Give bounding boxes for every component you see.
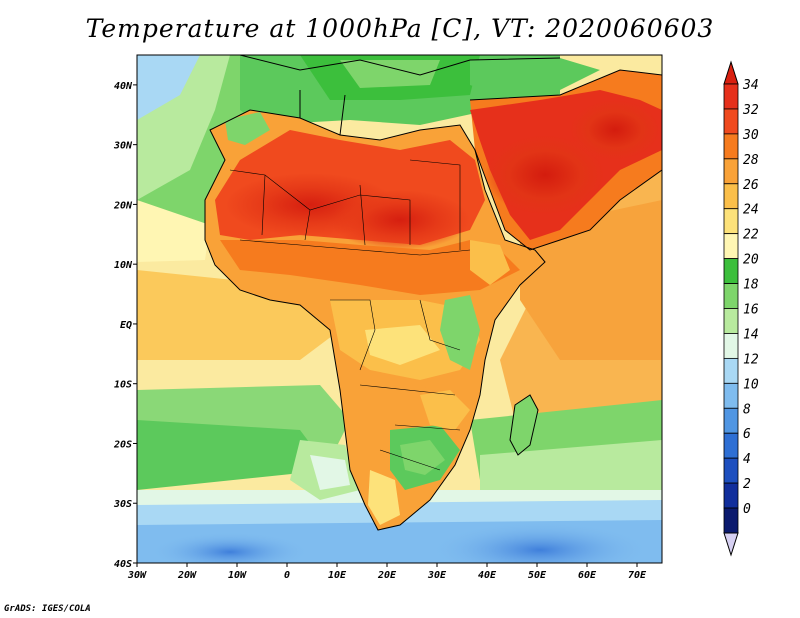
- colorbar-bottom-arrow: [723, 532, 739, 557]
- colorbar-label: 16: [743, 303, 759, 318]
- lon-tick-label: 20W: [177, 570, 197, 581]
- colorbar-box: [723, 357, 739, 384]
- colorbar-label: 24: [743, 203, 759, 218]
- lat-tick-label: 40N: [114, 81, 133, 92]
- lon-tick-label: 50E: [528, 570, 547, 581]
- colorbar-label: 32: [742, 103, 759, 118]
- colorbar-label: 0: [743, 502, 751, 517]
- lon-tick-label: 70E: [628, 570, 647, 581]
- colorbar-box: [723, 457, 739, 484]
- colorbar-box: [723, 258, 739, 284]
- colorbar-label: 18: [743, 278, 759, 293]
- lat-tick-label: 30S: [113, 499, 132, 510]
- lat-tick-label: 40S: [114, 559, 132, 570]
- temperature-field: [137, 55, 662, 563]
- lon-tick-label: 0: [284, 570, 290, 581]
- colorbar-box: [723, 183, 739, 210]
- colorbar-box: [723, 482, 739, 509]
- axis-ticks: 30W 20W 10W 0 10E 20E 30E 40E 50E 60E 70E 40N 30N 20N…: [113, 81, 647, 581]
- lat-tick-label: 20N: [113, 200, 133, 211]
- colorbar-box: [723, 108, 739, 135]
- colorbar-label: 30: [742, 128, 759, 143]
- colorbar-label: 2: [743, 477, 751, 492]
- colorbar-box: [723, 432, 739, 459]
- credit-text: GrADS: IGES/COLA: [4, 604, 91, 614]
- colorbar-box: [723, 133, 739, 160]
- lat-tick-label: 10N: [114, 260, 133, 271]
- colorbar-top-arrow: [723, 60, 739, 85]
- map-title: Temperature at 1000hPa [C], VT: 20200606…: [85, 14, 715, 43]
- colorbar-box: [723, 208, 739, 235]
- colorbar-label: 10: [743, 377, 759, 392]
- map-frame: [136, 54, 663, 564]
- colorbar-label: 20: [743, 253, 759, 268]
- lat-tick-label: 10S: [114, 380, 132, 391]
- lon-tick-label: 40E: [478, 570, 497, 581]
- colorbar-label: 8: [743, 402, 751, 417]
- colorbar-box: [723, 382, 739, 409]
- colorbar-label: 26: [743, 178, 759, 193]
- colorbar-label: 28: [743, 153, 759, 168]
- colorbar-label: 12: [743, 352, 759, 367]
- lon-tick-label: 20E: [377, 570, 397, 581]
- coastlines: [204, 55, 662, 531]
- colorbar-box: [723, 283, 739, 309]
- colorbar-box: [723, 83, 739, 110]
- colorbar-box: [723, 333, 739, 359]
- lat-tick-label: EQ: [120, 320, 132, 331]
- lon-tick-label: 60E: [578, 570, 597, 581]
- lon-tick-label: 30W: [127, 570, 147, 581]
- colorbar-box: [723, 407, 739, 434]
- colorbar-box: [723, 507, 739, 534]
- colorbar-label: 4: [743, 452, 751, 467]
- lon-tick-label: 10W: [228, 570, 247, 581]
- lon-tick-label: 10E: [328, 570, 347, 581]
- lat-tick-label: 30N: [113, 141, 133, 152]
- colorbar-label: 14: [743, 327, 759, 342]
- colorbar-label: 6: [743, 427, 751, 442]
- colorbar-box: [723, 158, 739, 185]
- colorbar-box: [723, 233, 739, 260]
- colorbar-label: 22: [743, 228, 759, 243]
- colorbar-label: 34: [742, 78, 759, 93]
- lat-tick-label: 20S: [113, 439, 132, 450]
- lon-tick-label: 30E: [427, 570, 447, 581]
- colorbar-box: [723, 308, 739, 334]
- country-borders: [229, 159, 471, 471]
